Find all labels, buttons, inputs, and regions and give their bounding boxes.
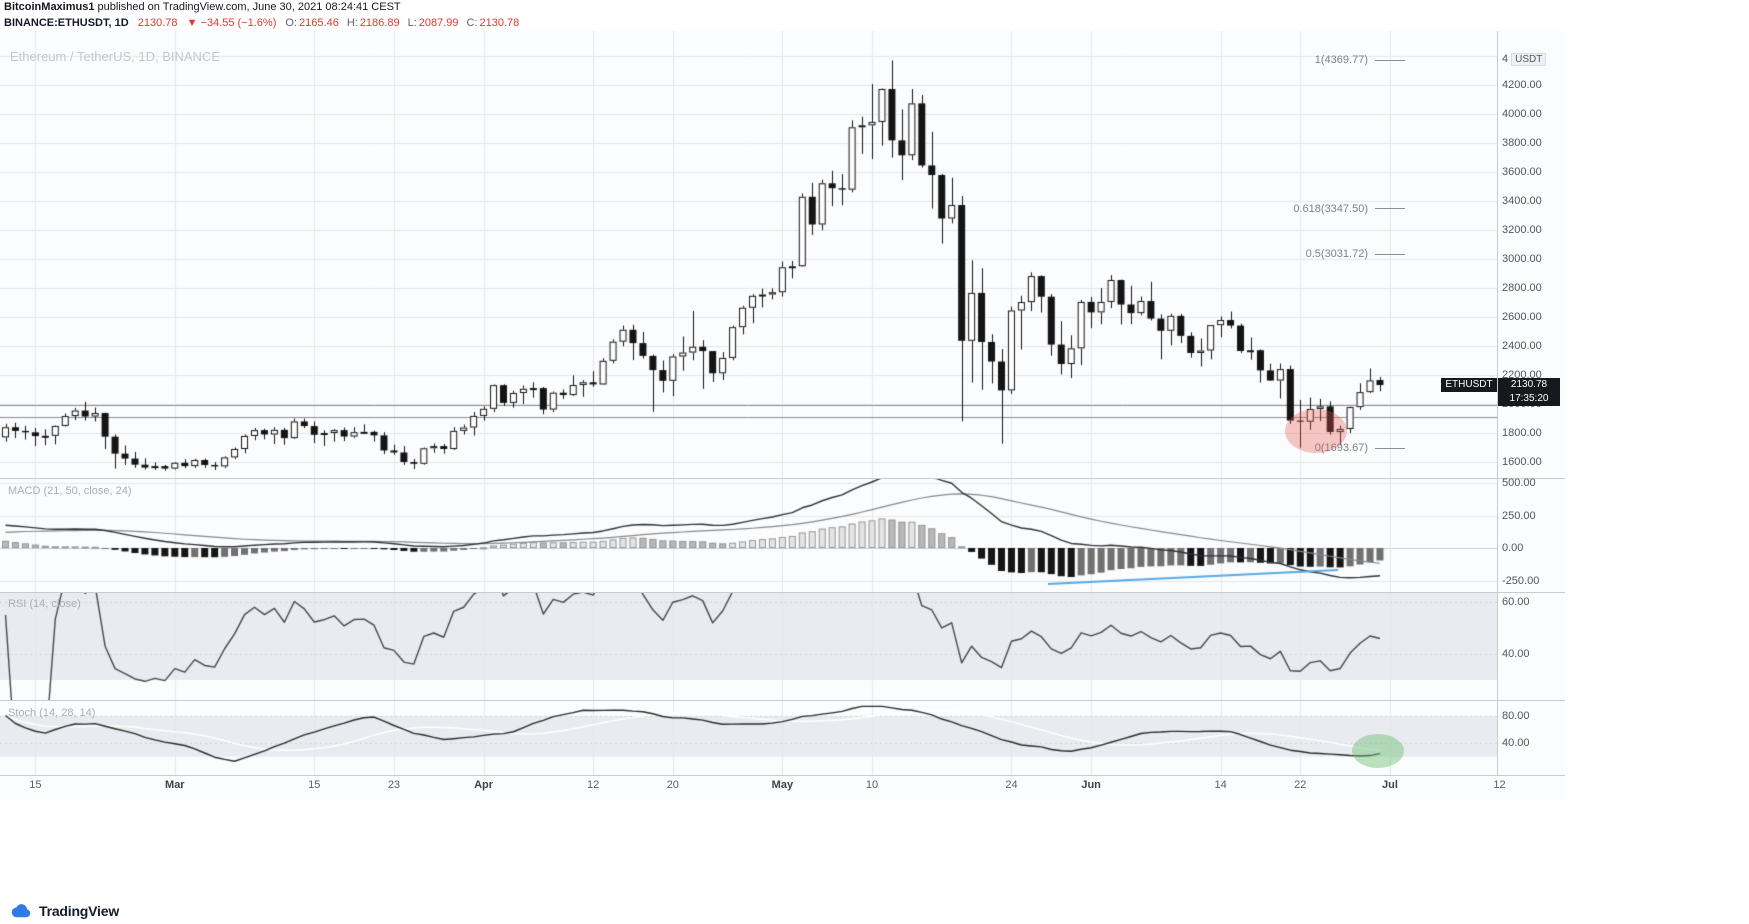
publisher-name[interactable]: BitcoinMaximus1 [4,1,95,13]
pane-divider[interactable] [0,478,1565,479]
macd-axis-label: 500.00 [1502,477,1536,489]
price-axis-label: 3600.00 [1502,165,1542,178]
fib-level-line [1375,59,1405,61]
bar-countdown-badge: 17:35:20 [1498,392,1560,406]
axis-unit-label: USDT [1511,53,1547,66]
price-axis-label: 3800.00 [1502,136,1542,149]
stoch-pane-canvas[interactable] [0,700,1497,775]
last-price-axis-badge: 2130.78 [1498,378,1560,392]
price-axis-label: 3200.00 [1502,223,1542,236]
symbol-info-bar: BINANCE:ETHUSDT, 1D 2130.78 ▼ −34.55 (−1… [4,15,527,31]
fib-level-line [1375,208,1405,210]
ohlc-value: 2087.99 [418,17,459,29]
price-axis-label: 4000.00 [1502,107,1542,120]
price-axis-label: 2600.00 [1502,311,1542,323]
price-axis-label: 3000.00 [1502,252,1542,265]
price-axis-label: 2400.00 [1502,340,1542,353]
price-axis-unit: 4 USDT [1502,53,1547,66]
stoch-indicator-title[interactable]: Stoch (14, 28, 14) [8,707,96,719]
ohlc-label: C: [466,17,478,29]
fib-level-label: 1(4369.77) [1314,54,1368,67]
ohlc-label: O: [285,17,298,29]
pane-divider[interactable] [0,592,1565,593]
macd-axis-label: 250.00 [1502,509,1536,522]
time-axis-label: May [771,779,794,791]
price-change: ▼ −34.55 (−1.6%) [186,17,277,29]
time-axis-label: 12 [1493,779,1506,791]
price-axis-label: 1800.00 [1502,427,1542,440]
tradingview-brand-text: TradingView [39,903,120,919]
fib-level[interactable]: 1(4369.77) [1100,53,1405,67]
publish-info-text: published on TradingView.com, June 30, 2… [94,1,401,13]
time-axis-label: Mar [165,779,185,791]
symbol-axis-badge: ETHUSDT [1441,378,1497,392]
rsi-axis-label: 60.00 [1502,596,1530,608]
time-axis-label: Apr [474,779,494,791]
fib-level-label: 0.618(3347.50) [1293,202,1368,215]
time-axis-label: Jul [1381,779,1398,791]
macd-pane-canvas[interactable] [0,478,1497,592]
chart-watermark: Ethereum / TetherUS, 1D, BINANCE [10,49,221,64]
time-axis-label: 24 [1005,779,1018,791]
tradingview-brand[interactable]: TradingView [10,903,119,919]
fib-level[interactable]: 0.5(3031.72) [1100,247,1405,261]
rsi-indicator-title[interactable]: RSI (14, close) [8,598,81,610]
macd-axis-label: 0.00 [1502,542,1524,554]
publish-header: BitcoinMaximus1 published on TradingView… [4,0,401,15]
price-axis-label: 4200.00 [1502,78,1542,91]
price-axis-label: 1600.00 [1502,456,1542,469]
price-axis-label: 3400.00 [1502,194,1542,207]
time-axis-label: 10 [865,779,879,791]
fib-level[interactable]: 0.618(3347.50) [1100,202,1405,216]
clipped-tick-text: 4 [1502,53,1509,65]
time-axis-label: 22 [1294,779,1307,791]
price-axis-label: 2800.00 [1502,282,1542,294]
green-highlight-circle [1352,734,1404,768]
fib-level-line [1375,447,1405,449]
rsi-pane-canvas[interactable] [0,592,1497,700]
ohlc-value: 2130.78 [479,17,520,29]
time-axis-label: 14 [1214,779,1227,791]
fib-level-line [1375,253,1405,255]
macd-axis-label: -250.00 [1502,574,1540,587]
price-pane-canvas[interactable] [0,31,1497,478]
fib-level-label: 0.5(3031.72) [1305,248,1368,261]
footer: TradingView [0,800,1749,924]
symbol-title[interactable]: BINANCE:ETHUSDT, 1D [4,17,129,29]
time-axis-label: 12 [587,779,600,791]
time-axis-label: 23 [387,779,401,791]
last-price: 2130.78 [137,17,178,29]
ohlc-value: 2186.89 [359,17,400,29]
ohlc-label: H: [346,17,358,29]
stoch-axis-label: 40.00 [1502,737,1530,750]
stoch-axis-label: 80.00 [1502,710,1530,722]
price-axis-line[interactable] [1497,31,1498,775]
fib-level[interactable]: 0(1693.67) [1100,441,1405,455]
fib-level-label: 0(1693.67) [1314,442,1368,455]
tradingview-logo-icon [11,904,31,918]
time-axis-divider [0,775,1565,776]
macd-indicator-title[interactable]: MACD (21, 50, close, 24) [8,485,132,497]
pane-divider[interactable] [0,700,1565,701]
ohlc-value: 2165.46 [299,17,339,29]
time-axis-label: 20 [666,779,679,791]
ohlc-values: O: 2165.46 H: 2186.89 L: 2087.99 C: 2130.78 [285,17,527,29]
time-axis-label: Jun [1081,779,1101,791]
time-axis-label: 15 [29,779,42,791]
time-axis-label: 15 [308,779,321,791]
rsi-axis-label: 40.00 [1502,648,1530,660]
red-highlight-circle [1285,409,1347,453]
chart-area[interactable]: Ethereum / TetherUS, 1D, BINANCE MACD (2… [0,31,1565,800]
ohlc-label: L: [407,17,417,29]
